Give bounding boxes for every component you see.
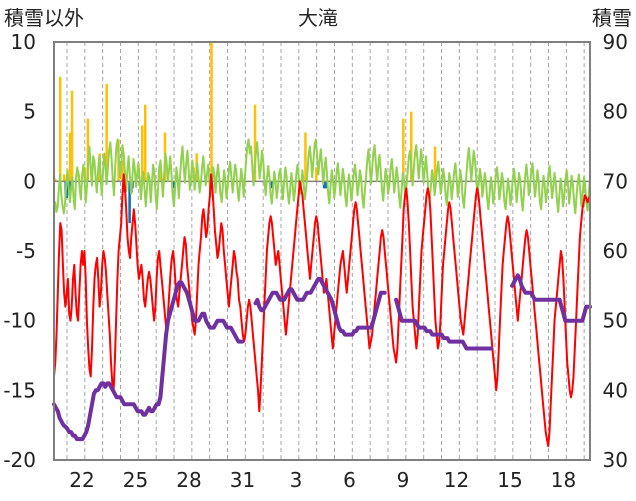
- left-tick-label: 10: [11, 30, 36, 54]
- bar-up: [304, 132, 307, 182]
- bar-up: [53, 178, 57, 182]
- series-line-2: [53, 138, 591, 215]
- lines-layer: [52, 138, 592, 448]
- x-tick-label: 25: [123, 468, 148, 492]
- x-tick-label: 18: [551, 468, 576, 492]
- left-axis-ticks: 10 5 0 -5 -10 -15 -20: [3, 30, 36, 472]
- x-tick-label: 22: [69, 468, 94, 492]
- x-tick-label: 3: [290, 468, 303, 492]
- bar-down: [66, 181, 69, 193]
- right-tick-label: 70: [603, 169, 628, 193]
- bar-up: [121, 160, 124, 182]
- left-tick-label: -20: [3, 448, 36, 472]
- x-tick-label: 15: [497, 468, 522, 492]
- x-tick-label: 12: [444, 468, 469, 492]
- bar-up: [141, 125, 144, 182]
- bar-up: [58, 76, 62, 182]
- right-axis-label: 積雪: [592, 6, 632, 30]
- right-axis-ticks: 90 80 70 60 50 40 30: [603, 30, 628, 472]
- right-tick-label: 90: [603, 30, 628, 54]
- chart-title: 大滝: [298, 6, 338, 30]
- bar-up: [143, 104, 147, 182]
- left-tick-label: -15: [3, 378, 36, 402]
- x-tick-label: 28: [176, 468, 201, 492]
- bar-up: [253, 104, 257, 182]
- left-tick-label: 5: [23, 100, 36, 124]
- right-tick-label: 30: [603, 448, 628, 472]
- bar-up: [210, 42, 213, 182]
- right-tick-label: 40: [603, 378, 628, 402]
- x-tick-label: 9: [397, 468, 410, 492]
- right-tick-label: 50: [603, 309, 628, 333]
- bar-up: [315, 167, 318, 182]
- bar-up: [105, 83, 108, 182]
- bar-up: [433, 146, 437, 182]
- bar-up: [158, 167, 162, 182]
- bar-up: [402, 118, 405, 182]
- plot-frame: [53, 41, 591, 461]
- bar-up: [410, 111, 413, 182]
- right-tick-label: 60: [603, 239, 628, 263]
- right-tick-label: 80: [603, 100, 628, 124]
- bar-down: [324, 181, 328, 189]
- x-axis-ticks: 22 25 28 31 3 6 9 12 15 18: [69, 468, 576, 492]
- left-tick-label: -5: [16, 239, 36, 263]
- bar-down: [128, 181, 131, 224]
- x-tick-label: 6: [343, 468, 356, 492]
- left-axis-label: 積雪以外: [4, 6, 84, 30]
- series-line-3: [53, 173, 591, 448]
- bar-up: [68, 132, 72, 182]
- bar-down: [270, 181, 273, 189]
- bar-up: [70, 90, 74, 182]
- series-line-4: [52, 273, 592, 442]
- x-tick-label: 31: [230, 468, 255, 492]
- left-tick-label: 0: [23, 169, 36, 193]
- left-tick-label: -10: [3, 309, 36, 333]
- bar-up: [86, 118, 90, 182]
- bar-up: [62, 174, 66, 182]
